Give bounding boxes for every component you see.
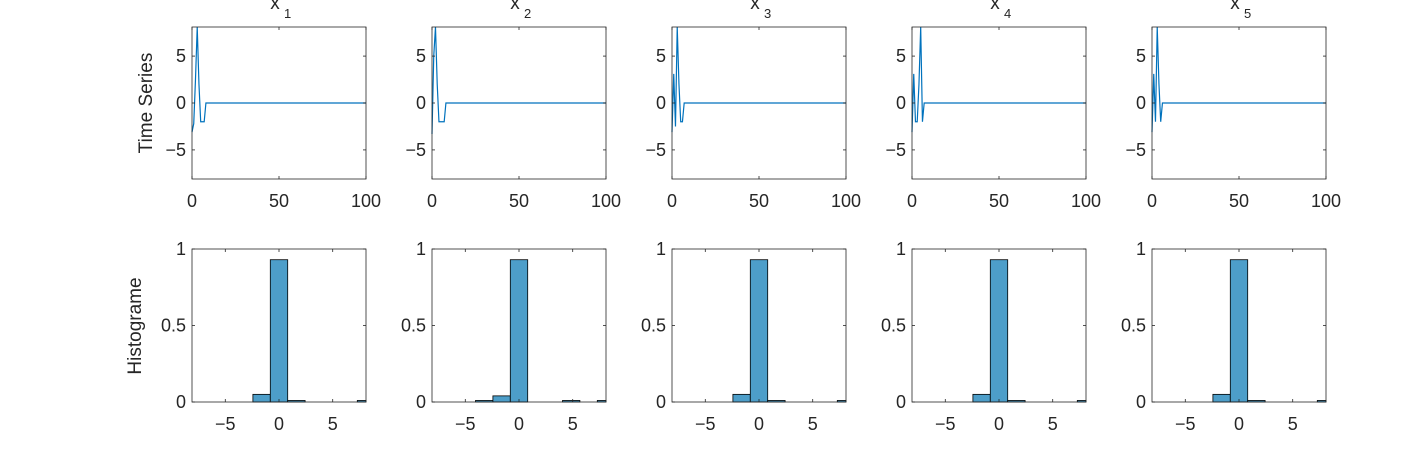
- histogram-bar: [732, 393, 751, 403]
- histogram-bar: [972, 393, 991, 403]
- histogram-axes-2: −5 0 5 0 0.5 1: [401, 239, 607, 434]
- x-tick-label: 0: [187, 191, 197, 211]
- histogram-bar: [269, 259, 289, 403]
- y-tick-label: 5: [176, 46, 186, 66]
- x-tick-label: 0: [427, 191, 437, 211]
- x-tick-label: 0: [907, 191, 917, 211]
- y-tick-label: 0.5: [881, 316, 906, 336]
- subplot-title-subscript: 5: [1244, 6, 1251, 21]
- x-tick-label: −5: [935, 414, 956, 434]
- histogram-axes-3: −5 0 5 0 0.5 1: [641, 239, 847, 434]
- x-tick-label: −5: [1175, 414, 1196, 434]
- subplot-title: x: [510, 0, 520, 14]
- x-tick-label: 50: [1229, 191, 1249, 211]
- y-tick-label: 0: [656, 392, 666, 412]
- y-tick-label: 0.5: [401, 316, 426, 336]
- subplot-title: x: [990, 0, 1000, 14]
- histogram-bar: [1229, 259, 1249, 403]
- y-tick-label: 0: [896, 93, 906, 113]
- x-tick-label: 5: [1288, 414, 1298, 434]
- subplot-title-subscript: 3: [764, 6, 771, 21]
- time-series-axes-4: 0 50 100 −5 0 5 x 4: [885, 0, 1101, 211]
- histogram-axes-5: −5 0 5 0 0.5 1: [1121, 239, 1327, 434]
- x-tick-label: 5: [1048, 414, 1058, 434]
- y-tick-label: −5: [885, 140, 906, 160]
- y-tick-label: 5: [656, 46, 666, 66]
- x-tick-label: 0: [1234, 414, 1244, 434]
- histogram-bar: [749, 259, 769, 403]
- x-tick-label: 100: [351, 191, 381, 211]
- histogram-axes-1: −5 0 5 0 0.5 1: [161, 239, 367, 434]
- x-tick-label: 100: [831, 191, 861, 211]
- y-tick-label: 0: [176, 93, 186, 113]
- y-tick-label: 0: [1136, 392, 1146, 412]
- x-tick-label: 0: [274, 414, 284, 434]
- y-tick-label: 0.5: [1121, 316, 1146, 336]
- y-tick-label: 0.5: [161, 316, 186, 336]
- subplot-title-subscript: 4: [1004, 6, 1011, 21]
- series-line: [1151, 26, 1326, 133]
- subplot-title: x: [270, 0, 280, 14]
- y-tick-label: 5: [416, 46, 426, 66]
- time-series-axes-3: 0 50 100 −5 0 5 x 3: [645, 0, 861, 211]
- time-series-axes-1: 0 50 100 −5 0 5 x 1: [165, 0, 381, 211]
- histogram-bar: [509, 259, 529, 403]
- x-tick-label: 0: [1147, 191, 1157, 211]
- time-series-axes-2: 0 50 100 −5 0 5 x 2: [405, 0, 621, 211]
- y-tick-label: 0: [1136, 93, 1146, 113]
- subplot-title-subscript: 2: [524, 6, 531, 21]
- x-tick-label: −5: [215, 414, 236, 434]
- y-tick-label: −5: [645, 140, 666, 160]
- x-tick-label: 100: [1311, 191, 1341, 211]
- y-tick-label: 1: [656, 239, 666, 259]
- subplot-title: x: [750, 0, 760, 14]
- x-tick-label: 5: [328, 414, 338, 434]
- histogram-bar: [1212, 393, 1231, 403]
- x-tick-label: 50: [989, 191, 1009, 211]
- x-tick-label: 50: [509, 191, 529, 211]
- x-tick-label: 100: [1071, 191, 1101, 211]
- x-tick-label: 0: [667, 191, 677, 211]
- y-tick-label: 5: [896, 46, 906, 66]
- y-tick-label: 0: [416, 392, 426, 412]
- subplot-title: x: [1230, 0, 1240, 14]
- y-tick-label: 0: [416, 93, 426, 113]
- histogram-bar: [252, 393, 271, 403]
- x-tick-label: 5: [568, 414, 578, 434]
- y-tick-label: −5: [405, 140, 426, 160]
- x-tick-label: 100: [591, 191, 621, 211]
- x-tick-label: 0: [994, 414, 1004, 434]
- series-line: [671, 26, 846, 133]
- x-tick-label: 0: [514, 414, 524, 434]
- x-tick-label: 50: [269, 191, 289, 211]
- y-tick-label: 0: [176, 392, 186, 412]
- row-label-time-series: Time Series: [136, 53, 157, 154]
- y-tick-label: 5: [1136, 46, 1146, 66]
- x-tick-label: 5: [808, 414, 818, 434]
- y-tick-label: 0: [896, 392, 906, 412]
- y-tick-label: −5: [165, 140, 186, 160]
- histogram-bar: [492, 395, 511, 403]
- y-tick-label: 0.5: [641, 316, 666, 336]
- y-tick-label: 0: [656, 93, 666, 113]
- series-line: [191, 26, 366, 133]
- x-tick-label: −5: [695, 414, 716, 434]
- series-line: [911, 26, 1086, 133]
- x-tick-label: −5: [455, 414, 476, 434]
- y-tick-label: 1: [176, 239, 186, 259]
- x-tick-label: 50: [749, 191, 769, 211]
- histogram-axes-4: −5 0 5 0 0.5 1: [881, 239, 1087, 434]
- series-line: [431, 26, 606, 134]
- row-label-histograme: Histograme: [125, 277, 146, 374]
- y-tick-label: 1: [416, 239, 426, 259]
- y-tick-label: −5: [1125, 140, 1146, 160]
- subplot-title-subscript: 1: [284, 6, 291, 21]
- x-tick-label: 0: [754, 414, 764, 434]
- histogram-bar: [989, 259, 1009, 403]
- y-tick-label: 1: [896, 239, 906, 259]
- y-tick-label: 1: [1136, 239, 1146, 259]
